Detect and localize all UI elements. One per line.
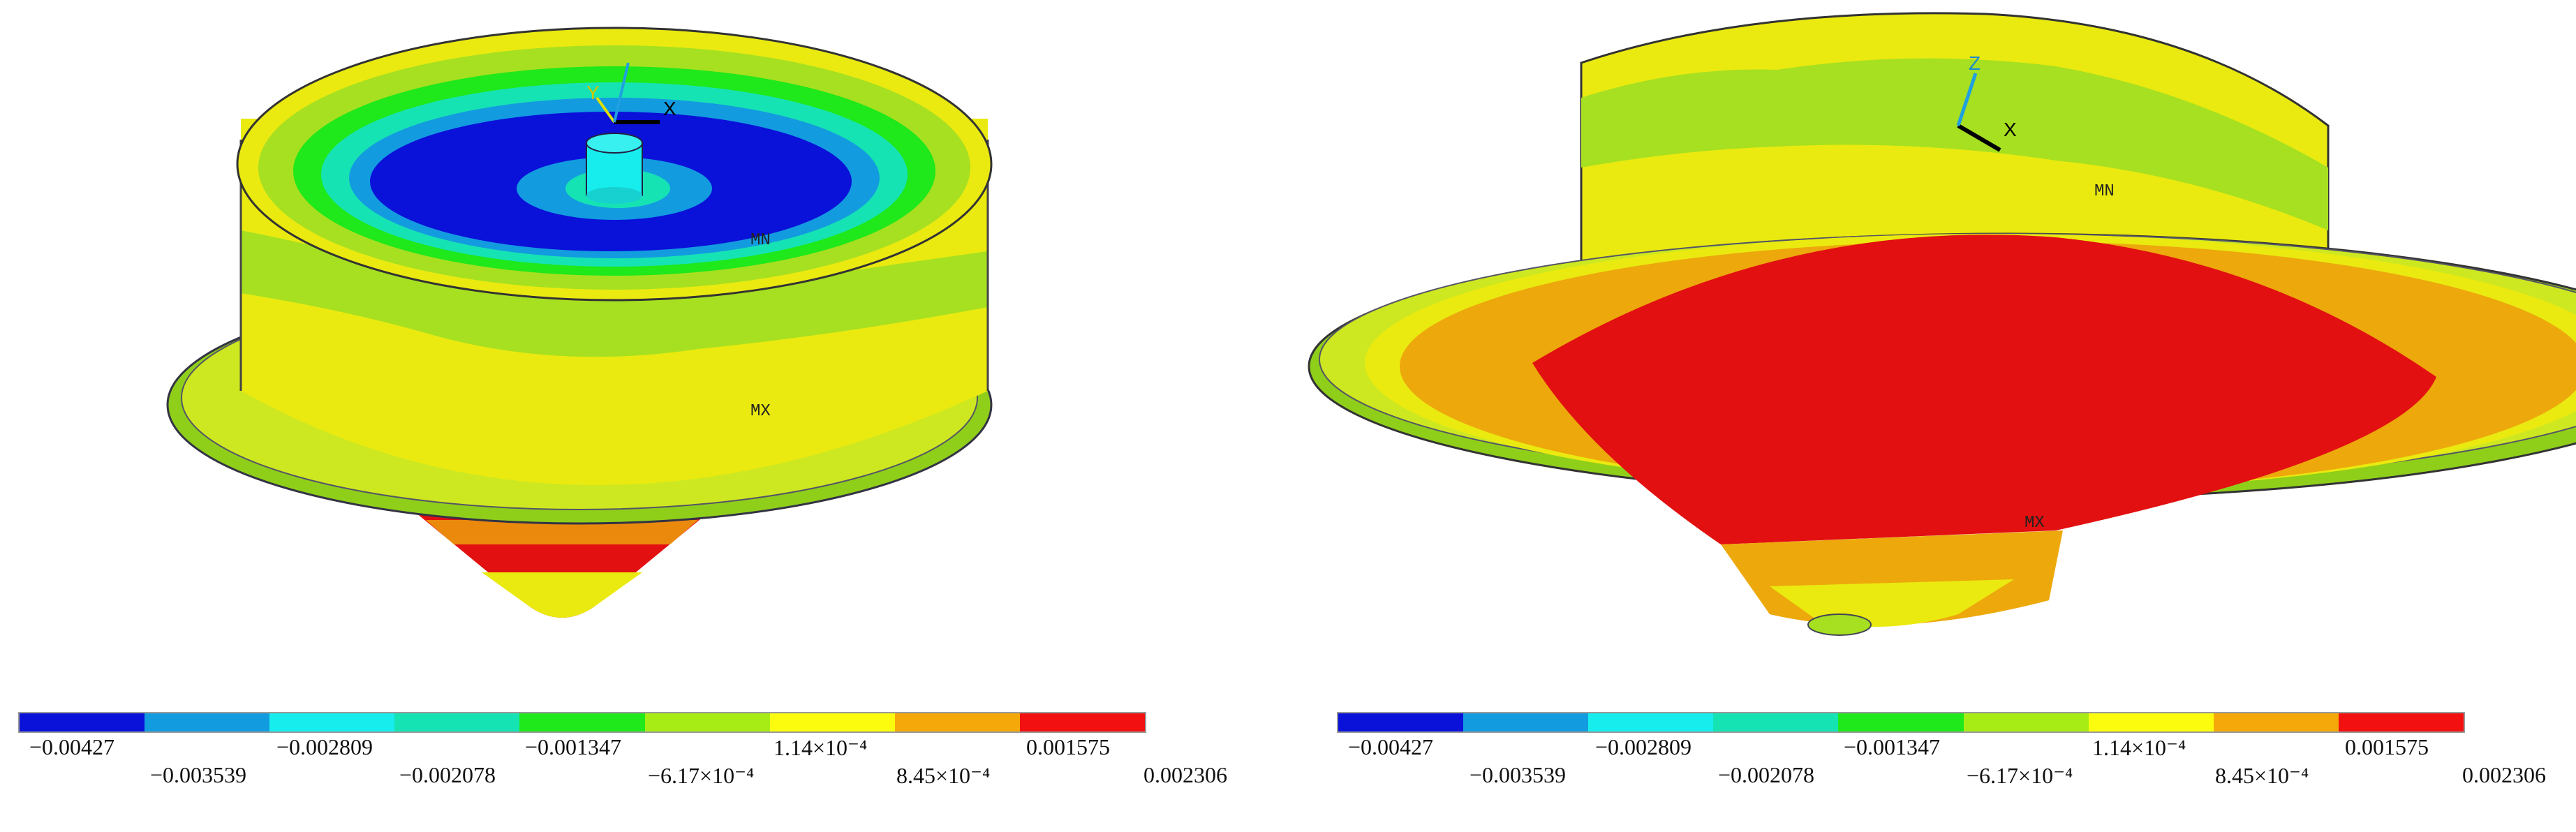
legend-tick-label: −0.003539 (150, 762, 247, 787)
left-triad-y-label: Y (586, 82, 600, 103)
right-cone-red (1532, 235, 2436, 544)
left-min-marker: MN (750, 231, 771, 250)
legend-tick-label: 0.002306 (2462, 762, 2546, 787)
left-axis-triad: X Y (586, 62, 676, 124)
legend-tick-label: −6.17×10⁻⁴ (648, 763, 755, 788)
legend-swatch (269, 713, 395, 731)
legend-tick-label: 8.45×10⁻⁴ (896, 763, 991, 788)
legend-tick-label: 1.14×10⁻⁴ (2092, 735, 2186, 760)
legend-swatch (1963, 713, 2089, 731)
legend-tick-label: 0.001575 (2345, 734, 2429, 759)
legend-swatch (1019, 713, 1145, 731)
right-color-legend-bar (1337, 712, 2465, 733)
legend-tick-label: −0.002078 (399, 762, 496, 787)
right-view-panel: X Z MN MX −0.00427 −0.003539 −0.002809 −… (1288, 0, 2576, 832)
legend-swatch (1713, 713, 1839, 731)
legend-swatch (894, 713, 1020, 731)
legend-swatch (2338, 713, 2464, 731)
legend-swatch (1588, 713, 1714, 731)
legend-swatch (769, 713, 895, 731)
right-green-band (1581, 58, 2328, 230)
left-max-marker: MX (750, 402, 771, 421)
legend-swatch (519, 713, 645, 731)
left-view-panel: X Y MN MX −0.00427 −0.003539 −0.002809 −… (18, 27, 1227, 788)
legend-tick-label: 0.002306 (1143, 762, 1227, 787)
legend-swatch (394, 713, 520, 731)
legend-swatch (2088, 713, 2214, 731)
legend-swatch (1338, 713, 1464, 731)
legend-tick-label: −0.00427 (29, 734, 115, 759)
legend-swatch (20, 713, 145, 731)
legend-tick-label: −0.002078 (1718, 762, 1815, 787)
left-green-band (241, 230, 988, 357)
legend-swatch (145, 713, 270, 731)
right-triad-x-label: X (2004, 119, 2017, 140)
legend-tick-label: 8.45×10⁻⁴ (2215, 763, 2309, 788)
legend-tick-label: −6.17×10⁻⁴ (1967, 763, 2073, 788)
left-triad-x-label: X (663, 98, 676, 119)
right-model-plot: X Z MN MX (1308, 12, 2576, 636)
legend-tick-label: 1.14×10⁻⁴ (773, 735, 868, 760)
right-axis-triad: X Z (1956, 52, 2017, 152)
left-color-legend-bar (18, 712, 1146, 733)
legend-tick-label: −0.003539 (1470, 762, 1567, 787)
legend-tick-label: −0.001347 (1844, 734, 1941, 759)
right-triad-z-label: Z (1969, 52, 1981, 74)
legend-swatch (1838, 713, 1964, 731)
left-cone-tip (482, 572, 642, 618)
right-min-marker: MN (2094, 182, 2115, 201)
legend-swatch (644, 713, 770, 731)
right-max-marker: MX (2024, 514, 2045, 533)
legend-tick-label: 0.001575 (1026, 734, 1110, 759)
legend-tick-label: −0.00427 (1348, 734, 1434, 759)
left-model-plot: X Y MN MX (166, 27, 993, 618)
legend-tick-label: −0.002809 (1595, 734, 1692, 759)
legend-tick-label: −0.001347 (525, 734, 622, 759)
legend-tick-label: −0.002809 (276, 734, 373, 759)
legend-swatch (1463, 713, 1589, 731)
legend-swatch (2213, 713, 2339, 731)
